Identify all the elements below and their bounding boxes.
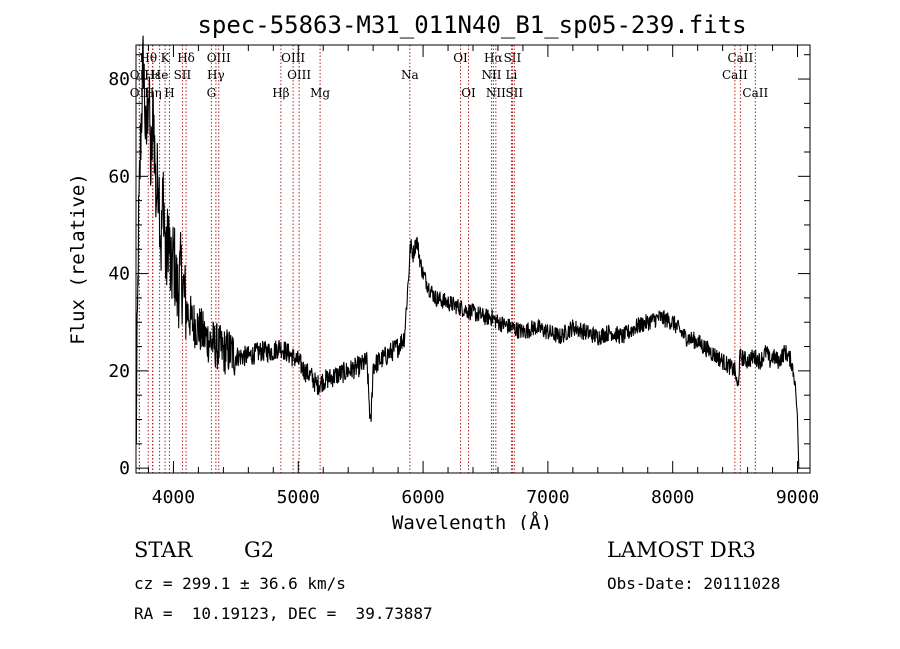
line-marker-label-10: OIII [207, 51, 231, 65]
y-tick-label-2: 40 [108, 264, 130, 285]
line-marker-label-13: Hβ [272, 86, 289, 100]
line-marker-label-20: Hα [484, 51, 503, 65]
line-marker-label-7: H [164, 86, 174, 100]
x-tick-label-1: 5000 [277, 487, 320, 508]
line-marker-label-15: OIII [287, 68, 311, 82]
spectrum-chart: spec-55863-M31_011N40_B1_sp05-239.fits H… [67, 11, 819, 530]
line-marker-label-18: OI [453, 51, 468, 65]
chart-title: spec-55863-M31_011N40_B1_sp05-239.fits [197, 11, 746, 39]
object-class-label: STAR [134, 538, 193, 562]
x-tick-label-5: 9000 [776, 487, 819, 508]
line-marker-label-22: NII [486, 86, 506, 100]
x-tick-label-2: 6000 [401, 487, 444, 508]
y-axis-label: Flux (relative) [67, 173, 89, 345]
line-marker-label-5: K [161, 51, 171, 65]
line-marker-label-23: SII [504, 51, 522, 65]
y-tick-label-4: 80 [108, 69, 130, 90]
line-marker-label-6: He [151, 68, 169, 82]
line-marker-label-12: G [207, 86, 217, 100]
plot-frame [135, 44, 811, 474]
object-subclass-label: G2 [244, 538, 275, 562]
line-marker-label-8: Hδ [177, 51, 195, 65]
line-marker-label-27: CaII [722, 68, 748, 82]
line-marker-label-11: Hγ [207, 68, 225, 82]
y-tick-label-1: 20 [108, 361, 130, 382]
line-marker-label-21: NII [481, 68, 501, 82]
line-marker-label-19: OI [461, 86, 476, 100]
line-marker-label-25: SII [505, 86, 523, 100]
survey-label: LAMOST DR3 [607, 538, 756, 562]
line-marker-label-28: CaII [742, 86, 768, 100]
line-marker-label-9: SII [174, 68, 192, 82]
series-group [135, 35, 800, 470]
axis-ticks: 4000 5000 6000 7000 8000 9000 0 20 40 60 80 [108, 45, 819, 508]
y-tick-label-0: 0 [119, 458, 130, 479]
line-marker-label-14: OIII [281, 51, 305, 65]
line-marker-label-16: Mg [310, 86, 330, 100]
x-tick-label-4: 8000 [651, 487, 694, 508]
line-marker-label-24: Li [506, 68, 518, 82]
x-tick-label-3: 7000 [526, 487, 569, 508]
spectrum-line-0 [135, 35, 800, 470]
y-tick-label-3: 60 [108, 166, 130, 187]
line-marker-label-17: Na [401, 68, 419, 82]
line-marker-label-3: Hε [144, 68, 161, 82]
obs-date-label: Obs-Date: 20111028 [607, 574, 781, 593]
x-tick-label-0: 4000 [152, 487, 195, 508]
redshift-label: cz = 299.1 ± 36.6 km/s [134, 574, 346, 593]
radec-label: RA = 10.19123, DEC = 39.73887 [134, 604, 433, 623]
line-marker-label-26: CaII [727, 51, 753, 65]
x-axis-label: Wavelength (Å) [392, 511, 552, 530]
